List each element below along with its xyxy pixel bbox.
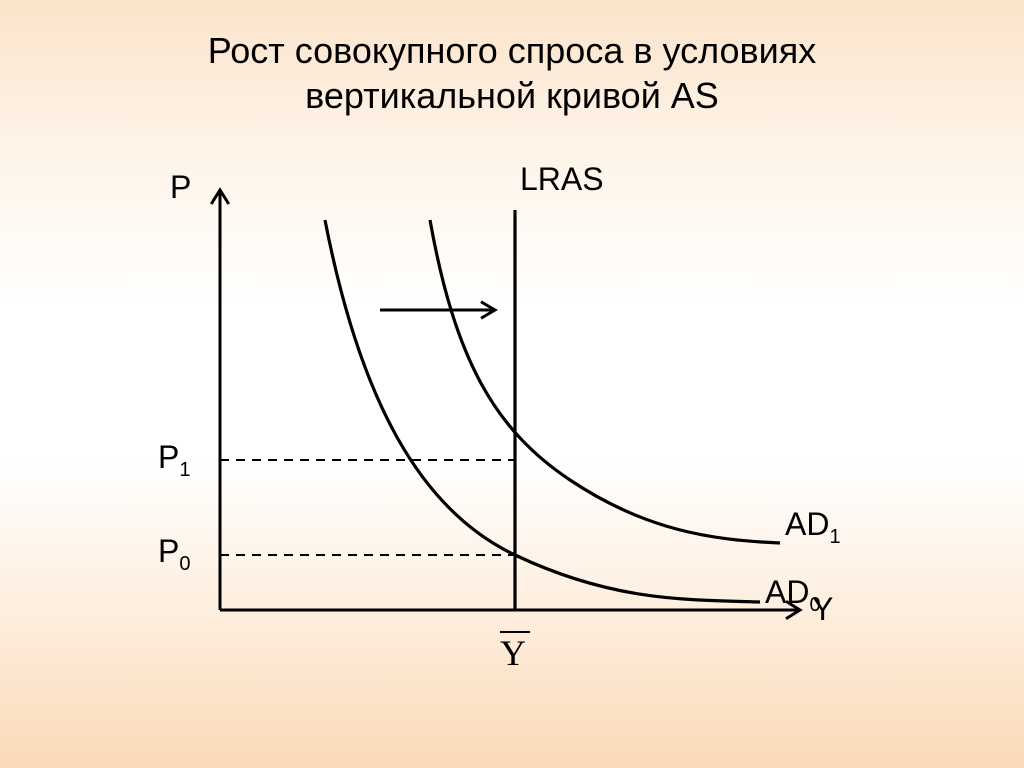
ad0-curve <box>325 220 760 602</box>
ad1-curve <box>430 220 780 543</box>
ybar-label: Y <box>500 633 526 673</box>
ad1-label: AD1 <box>785 506 841 548</box>
ad-as-chart: PYLRASAD0AD1P0P1Y <box>100 140 900 700</box>
ad0-label: AD0 <box>765 574 821 616</box>
slide: Рост совокупного спроса в условиях верти… <box>0 0 1024 768</box>
p0-label: P0 <box>158 533 190 575</box>
lras-label: LRAS <box>520 161 604 197</box>
p1-label: P1 <box>158 439 190 481</box>
p-axis-label: P <box>170 169 191 205</box>
title-line-2: вертикальной кривой AS <box>305 75 719 116</box>
slide-title: Рост совокупного спроса в условиях верти… <box>0 28 1024 118</box>
title-line-1: Рост совокупного спроса в условиях <box>208 30 816 71</box>
